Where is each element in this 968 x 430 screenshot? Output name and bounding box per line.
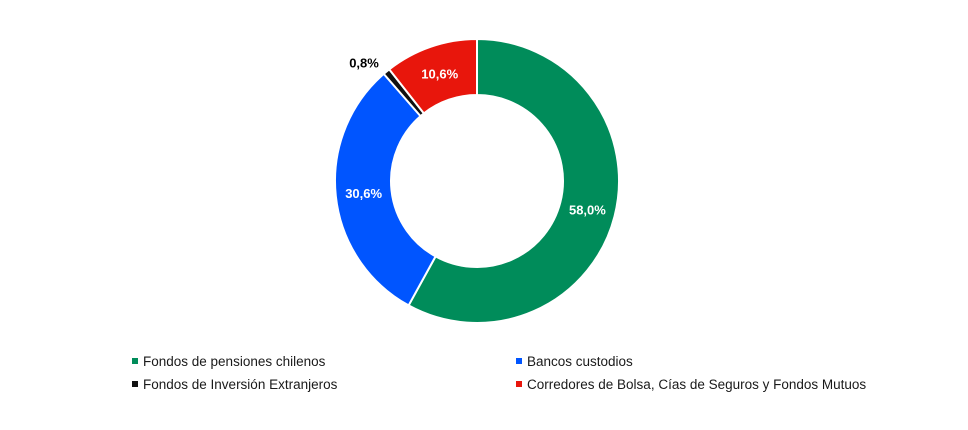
slice-labels: 58,0% 30,6% 0,8% 10,6% [345, 55, 606, 217]
legend-item-fondos-pensiones: Fondos de pensiones chilenos [132, 351, 325, 371]
donut-chart: 58,0% 30,6% 0,8% 10,6% [334, 37, 620, 324]
legend-label-fondos-pensiones: Fondos de pensiones chilenos [143, 353, 326, 369]
slice-fondos-pensiones [407, 37, 620, 324]
legend-label-corredores: Corredores de Bolsa, Cías de Seguros y F… [527, 376, 867, 392]
legend-label-fondos-inversion: Fondos de Inversión Extranjeros [143, 376, 338, 392]
donut-slices [334, 37, 620, 324]
slice-label-fondos-pensiones: 58,0% [569, 202, 606, 217]
legend-label-bancos-custodios: Bancos custodios [527, 353, 633, 369]
legend-swatch-fondos-pensiones [132, 358, 138, 364]
slice-label-fondos-inversion: 0,8% [349, 55, 379, 70]
legend-swatch-bancos-custodios [516, 358, 522, 364]
legend-item-fondos-inversion: Fondos de Inversión Extranjeros [132, 374, 337, 394]
slice-corredores [387, 37, 478, 115]
legend-swatch-fondos-inversion [132, 381, 138, 387]
slice-label-corredores: 10,6% [421, 66, 458, 81]
chart-legend: Fondos de pensiones chilenos Bancos cust… [0, 350, 968, 410]
slice-bancos-custodios [334, 72, 437, 307]
legend-item-bancos-custodios: Bancos custodios [516, 351, 633, 371]
slice-label-bancos-custodios: 30,6% [345, 186, 382, 201]
legend-swatch-corredores [516, 381, 522, 387]
legend-item-corredores: Corredores de Bolsa, Cías de Seguros y F… [516, 374, 866, 394]
